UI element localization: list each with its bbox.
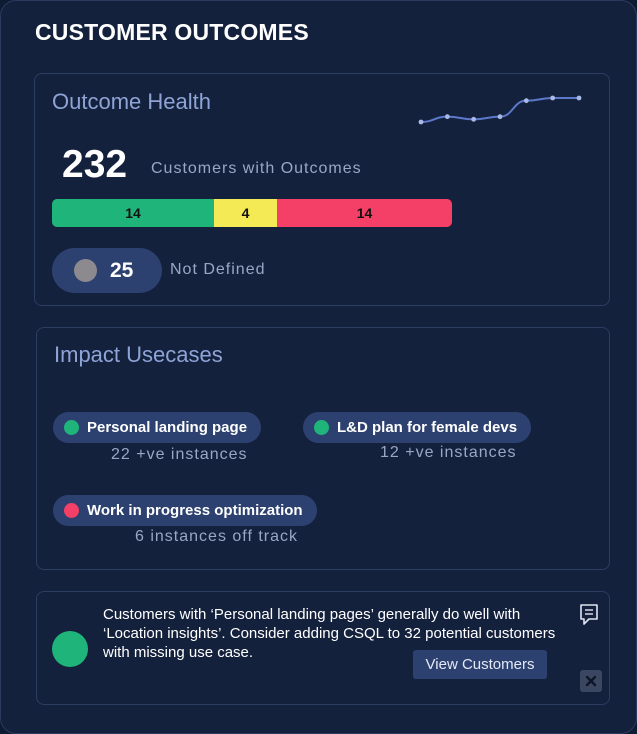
insight-status-icon — [52, 631, 88, 667]
sparkline-point — [418, 119, 424, 125]
status-dot-icon — [314, 420, 329, 435]
view-customers-button[interactable]: View Customers — [413, 650, 547, 679]
outcome-health-panel: Outcome Health 232 Customers with Outcom… — [34, 73, 610, 306]
usecase-chip-ld-plan[interactable]: L&D plan for female devs — [303, 412, 532, 443]
impact-usecases-panel: Impact Usecases Personal landing page 22… — [36, 327, 610, 570]
not-defined-count: 25 — [110, 259, 134, 282]
usecase-chip-wip-optimization[interactable]: Work in progress optimization — [53, 495, 317, 526]
sparkline-point — [523, 98, 529, 104]
sparkline-point — [471, 116, 477, 122]
widget-title: CUSTOMER OUTCOMES — [35, 19, 309, 45]
status-segment-on-track[interactable]: 14 — [52, 199, 214, 227]
status-dot-icon — [64, 503, 79, 518]
customers-count: 232 — [62, 143, 128, 186]
not-defined-label: Not Defined — [170, 261, 266, 278]
status-dot-icon — [64, 420, 79, 435]
usecase-label: L&D plan for female devs — [337, 419, 518, 436]
comment-icon[interactable] — [579, 603, 599, 627]
insight-panel: Customers with ‘Personal landing pages’ … — [36, 591, 610, 705]
usecase-instances: 6 instances off track — [135, 528, 298, 545]
sparkline-point — [550, 95, 556, 101]
close-icon[interactable] — [580, 670, 602, 692]
status-segment-at-risk[interactable]: 4 — [214, 199, 277, 227]
usecase-label: Work in progress optimization — [87, 502, 303, 519]
customers-count-label: Customers with Outcomes — [151, 160, 362, 177]
outcome-trend-sparkline — [418, 95, 582, 125]
impact-usecases-title: Impact Usecases — [54, 342, 223, 367]
outcome-status-bar: 14 4 14 — [52, 199, 452, 227]
status-segment-off-track[interactable]: 14 — [277, 199, 452, 227]
sparkline-point — [444, 114, 450, 120]
usecase-instances: 12 +ve instances — [380, 444, 517, 461]
insight-text: Customers with ‘Personal landing pages’ … — [103, 606, 556, 661]
usecase-label: Personal landing page — [87, 419, 248, 436]
sparkline-point — [497, 114, 503, 120]
not-defined-badge[interactable]: 25 — [52, 248, 162, 293]
outcome-health-title: Outcome Health — [52, 89, 211, 114]
sparkline-point — [576, 95, 582, 101]
status-dot-icon — [74, 259, 97, 282]
usecase-instances: 22 +ve instances — [111, 446, 248, 463]
usecase-chip-personal-landing-page[interactable]: Personal landing page — [53, 412, 262, 443]
